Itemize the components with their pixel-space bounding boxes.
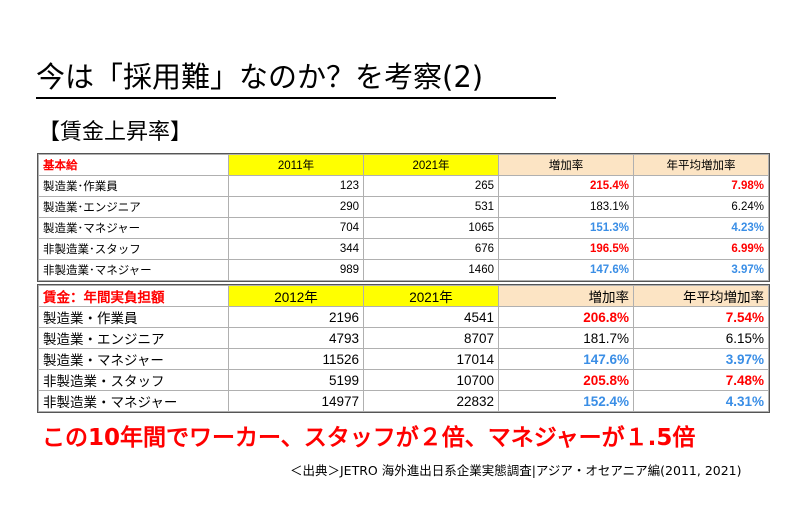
column-header-year-start: 2011年 [228,154,364,176]
table-row: 非製造業・スタッフ 5199 10700 205.8% 7.48% [38,369,769,391]
table-header-label: 基本給 [38,154,229,176]
increase-rate-value: 147.6% [498,348,634,370]
annual-avg-value: 7.98% [633,175,769,197]
annual-avg-value: 7.48% [633,369,769,391]
value-year-start: 4793 [228,327,364,349]
column-header-year-start: 2012年 [228,285,364,307]
row-label: 製造業・作業員 [38,306,229,328]
value-year-start: 2196 [228,306,364,328]
row-label: 非製造業・スタッフ [38,369,229,391]
value-year-end: 1460 [363,259,499,281]
value-year-end: 8707 [363,327,499,349]
value-year-end: 10700 [363,369,499,391]
increase-rate-value: 147.6% [498,259,634,281]
value-year-end: 4541 [363,306,499,328]
increase-rate-value: 151.3% [498,217,634,239]
value-year-end: 265 [363,175,499,197]
annual-avg-value: 6.15% [633,327,769,349]
annual-avg-value: 7.54% [633,306,769,328]
row-label: 非製造業･マネジャー [38,259,229,281]
table-row: 非製造業･スタッフ 344 676 196.5% 6.99% [38,238,769,260]
increase-rate-value: 152.4% [498,390,634,412]
value-year-start: 989 [228,259,364,281]
value-year-end: 1065 [363,217,499,239]
column-header-annual-avg: 年平均増加率 [633,285,769,307]
value-year-start: 704 [228,217,364,239]
table-row: 非製造業･マネジャー 989 1460 147.6% 3.97% [38,259,769,281]
row-label: 製造業･エンジニア [38,196,229,218]
annual-avg-value: 3.97% [633,348,769,370]
increase-rate-value: 183.1% [498,196,634,218]
increase-rate-value: 205.8% [498,369,634,391]
annual-wage-cost-table: 賃金：年間実負担額 2012年 2021年 増加率 年平均増加率 製造業・作業員… [37,284,770,413]
table-row: 製造業･作業員 123 265 215.4% 7.98% [38,175,769,197]
row-label: 製造業･作業員 [38,175,229,197]
value-year-start: 11526 [228,348,364,370]
table-body: 製造業・作業員 2196 4541 206.8% 7.54% 製造業・エンジニア 4793 8… [38,306,769,412]
annual-avg-value: 6.99% [633,238,769,260]
row-label: 非製造業・マネジャー [38,390,229,412]
increase-rate-value: 206.8% [498,306,634,328]
table-row: 製造業・エンジニア 4793 8707 181.7% 6.15% [38,327,769,349]
value-year-end: 531 [363,196,499,218]
increase-rate-value: 181.7% [498,327,634,349]
increase-rate-value: 215.4% [498,175,634,197]
annual-avg-value: 4.31% [633,390,769,412]
column-header-year-end: 2021年 [363,154,499,176]
row-label: 製造業･マネジャー [38,217,229,239]
table-body: 製造業･作業員 123 265 215.4% 7.98% 製造業･エンジニア 290 531 1… [38,175,769,281]
table-row: 製造業･マネジャー 704 1065 151.3% 4.23% [38,217,769,239]
section-subtitle: 【賃金上昇率】 [38,120,193,145]
row-label: 製造業・エンジニア [38,327,229,349]
conclusion-text: この10年間でワーカー、スタッフが２倍、マネジャーが１.5倍 [42,425,696,451]
base-salary-table: 基本給 2011年 2021年 増加率 年平均増加率 製造業･作業員 123 265… [37,153,770,282]
table-row: 非製造業・マネジャー 14977 22832 152.4% 4.31% [38,390,769,412]
annual-avg-value: 3.97% [633,259,769,281]
column-header-increase-rate: 増加率 [498,285,634,307]
row-label: 製造業・マネジャー [38,348,229,370]
column-header-increase-rate: 増加率 [498,154,634,176]
value-year-start: 123 [228,175,364,197]
page-title: 今は「採用難」なのか？を考察(2) [36,60,556,99]
table-header-label: 賃金：年間実負担額 [38,285,229,307]
annual-avg-value: 4.23% [633,217,769,239]
annual-avg-value: 6.24% [633,196,769,218]
value-year-end: 676 [363,238,499,260]
value-year-start: 5199 [228,369,364,391]
value-year-start: 290 [228,196,364,218]
value-year-end: 17014 [363,348,499,370]
value-year-end: 22832 [363,390,499,412]
value-year-start: 344 [228,238,364,260]
table-row: 製造業・作業員 2196 4541 206.8% 7.54% [38,306,769,328]
table-row: 製造業･エンジニア 290 531 183.1% 6.24% [38,196,769,218]
table-header-row: 賃金：年間実負担額 2012年 2021年 増加率 年平均増加率 [38,285,769,307]
table-header-row: 基本給 2011年 2021年 増加率 年平均増加率 [38,154,769,176]
increase-rate-value: 196.5% [498,238,634,260]
row-label: 非製造業･スタッフ [38,238,229,260]
column-header-year-end: 2021年 [363,285,499,307]
column-header-annual-avg: 年平均増加率 [633,154,769,176]
table-row: 製造業・マネジャー 11526 17014 147.6% 3.97% [38,348,769,370]
source-citation: ＜出典＞JETRO 海外進出日系企業実態調査|アジア・オセアニア編(2011, … [290,463,742,478]
value-year-start: 14977 [228,390,364,412]
